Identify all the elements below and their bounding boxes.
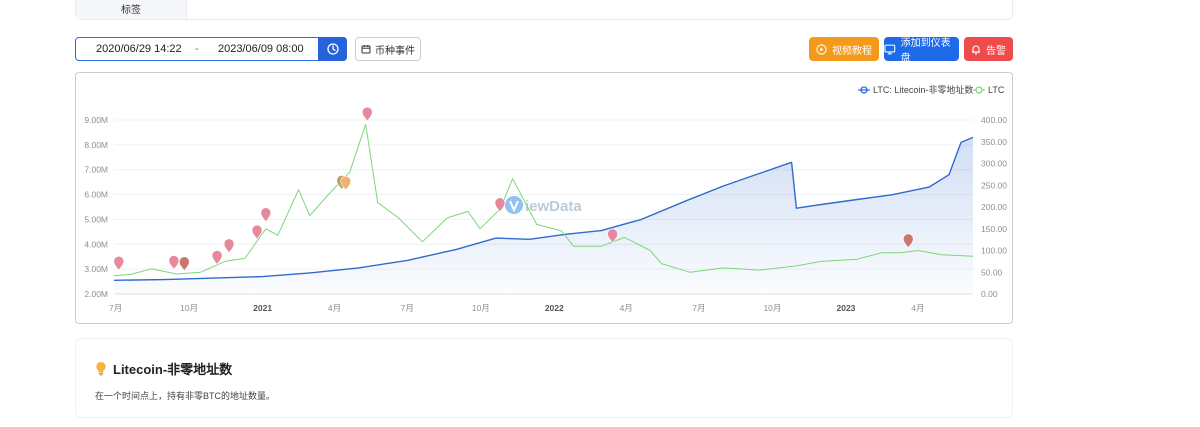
y-left-tick-label: 8.00M	[84, 140, 108, 150]
event-marker	[223, 238, 235, 254]
event-marker	[211, 250, 223, 265]
x-tick-label: 10月	[763, 303, 781, 313]
x-tick-label: 10月	[180, 303, 198, 313]
y-right-tick-label: 50.00	[981, 267, 1003, 277]
y-left-tick-label: 5.00M	[84, 214, 108, 224]
event-marker	[113, 255, 125, 271]
legend-label-price: LTC	[988, 85, 1005, 95]
alert-button[interactable]: 告警	[964, 37, 1013, 61]
series-area-addresses	[114, 137, 973, 294]
y-right-tick-label: 200.00	[981, 202, 1007, 212]
y-right-tick-label: 350.00	[981, 137, 1007, 147]
event-marker	[251, 224, 263, 240]
x-tick-label: 7月	[692, 303, 705, 313]
y-right-tick-label: 0.00	[981, 289, 998, 299]
x-tick-label: 7月	[109, 303, 122, 313]
metric-info-card: Litecoin-非零地址数 在一个时间点上，持有非零BTC的地址数量。	[75, 338, 1013, 418]
chart[interactable]: 2.00M 3.00M 4.00M 5.00M 6.00M 7.00M 8.00M 9.00M…	[76, 73, 1014, 325]
date-end-input[interactable]: 2023/06/09 08:00	[218, 43, 304, 55]
x-tick-label: 4月	[911, 303, 924, 313]
watermark-text: iewData	[525, 198, 582, 215]
metric-title-row: Litecoin-非零地址数	[95, 359, 232, 378]
y-left-tick-label: 3.00M	[84, 264, 108, 274]
event-marker	[340, 175, 352, 191]
coin-events-button[interactable]: 币种事件	[355, 37, 421, 61]
y-left-tick-label: 9.00M	[84, 115, 108, 125]
x-tick-label: 4月	[328, 303, 341, 313]
lightbulb-icon	[96, 362, 106, 376]
y-left-tick-label: 7.00M	[84, 165, 108, 175]
add-to-dashboard-button[interactable]: 添加到仪表盘	[884, 37, 959, 64]
video-tutorial-button[interactable]: 视频教程	[809, 37, 879, 61]
event-marker	[362, 106, 373, 122]
x-tick-label: 2022	[545, 303, 564, 313]
y-right-tick-label: 300.00	[981, 159, 1007, 169]
date-start-input[interactable]: 2020/06/29 14:22	[96, 43, 182, 55]
tag-strip: 标签	[75, 0, 1013, 20]
event-marker	[494, 197, 506, 213]
x-tick-label: 4月	[620, 303, 633, 313]
x-tick-label: 2023	[836, 303, 855, 313]
legend-label-addresses: LTC: Litecoin-非零地址数	[873, 84, 973, 95]
tag-label[interactable]: 标签	[76, 0, 187, 19]
monitor-icon	[884, 44, 896, 54]
y-left-tick-label: 2.00M	[84, 289, 108, 299]
metric-title: Litecoin-非零地址数	[113, 362, 233, 377]
y-left-tick-label: 4.00M	[84, 239, 108, 249]
event-marker	[607, 228, 618, 244]
y-right-tick-label: 250.00	[981, 180, 1007, 190]
clock-button[interactable]	[318, 37, 347, 61]
legend-marker-price	[975, 86, 983, 94]
chart-card: 2.00M 3.00M 4.00M 5.00M 6.00M 7.00M 8.00M 9.00M…	[75, 72, 1013, 324]
watermark	[505, 196, 523, 214]
event-marker	[902, 233, 914, 249]
video-tutorial-label: 视频教程	[832, 45, 872, 57]
y-right-tick-label: 150.00	[981, 224, 1007, 234]
coin-events-label: 币种事件	[375, 45, 415, 57]
date-range-picker[interactable]: 2020/06/29 14:22 - 2023/06/09 08:00	[75, 37, 347, 61]
x-tick-label: 10月	[472, 303, 490, 313]
date-separator: -	[195, 43, 199, 55]
y-left-tick-label: 6.00M	[84, 190, 108, 200]
x-tick-label: 2021	[253, 303, 272, 313]
calendar-icon	[361, 45, 371, 54]
alert-label: 告警	[986, 45, 1006, 57]
event-marker	[260, 207, 272, 223]
y-right-tick-label: 400.00	[981, 115, 1007, 125]
bell-icon	[972, 45, 980, 55]
add-to-dashboard-label: 添加到仪表盘	[900, 38, 951, 64]
play-circle-icon	[816, 43, 827, 55]
event-marker	[168, 255, 180, 270]
clock-icon	[326, 43, 339, 55]
event-marker	[179, 256, 190, 272]
series-line-addresses	[113, 136, 974, 281]
metric-description: 在一个时间点上，持有非零BTC的地址数量。	[95, 391, 276, 401]
x-tick-label: 7月	[401, 303, 414, 313]
y-right-tick-label: 100.00	[981, 246, 1007, 256]
